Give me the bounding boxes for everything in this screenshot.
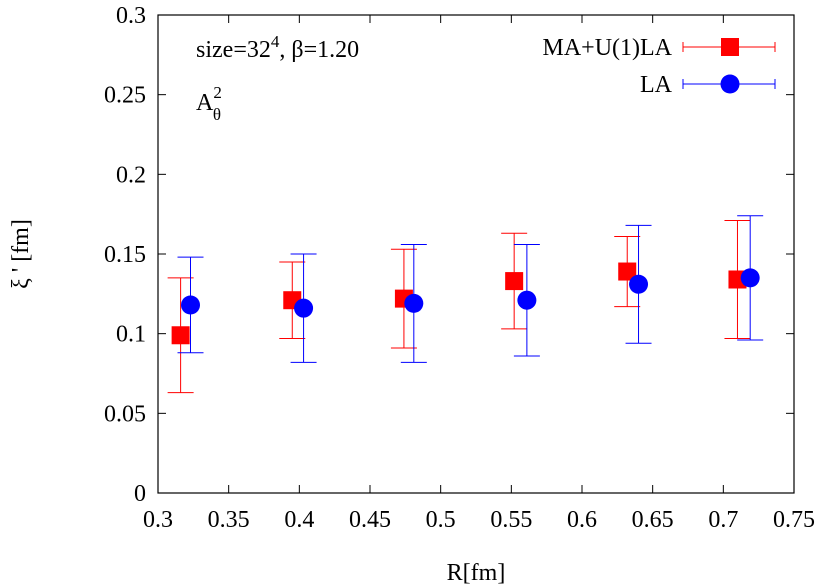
x-tick-label: 0.55: [490, 507, 532, 533]
data-point: [517, 290, 537, 310]
legend-label: MA+U(1)LA: [542, 35, 672, 61]
annotation: size=324, β=1.20 A2 θ: [196, 32, 359, 124]
quantity-subscript: θ: [213, 105, 221, 124]
x-tick-label: 0.3: [143, 507, 173, 533]
size-prefix: size=32: [196, 37, 271, 63]
size-annotation: size=324, β=1.20: [196, 32, 359, 63]
y-axis-label: ξ ' [fm]: [8, 219, 34, 289]
legend: MA+U(1)LA LA: [542, 35, 776, 98]
x-axis-label: R[fm]: [447, 560, 506, 586]
data-point: [404, 293, 424, 313]
x-tick-label: 0.7: [708, 507, 738, 533]
size-exponent: 4: [271, 32, 280, 51]
legend-marker: [720, 74, 740, 94]
x-tick-label: 0.5: [426, 507, 456, 533]
y-tick-label: 0.3: [116, 3, 146, 29]
data-point: [294, 298, 314, 318]
y-tick-label: 0.15: [104, 242, 146, 268]
y-tick-label: 0.2: [116, 162, 146, 188]
data-point: [740, 268, 760, 288]
y-tick-label: 0: [134, 481, 146, 507]
x-tick-label: 0.45: [349, 507, 391, 533]
legend-label: LA: [640, 72, 673, 98]
series-ma-u-1-la: [167, 220, 751, 394]
x-tick-label: 0.75: [773, 507, 815, 533]
x-axis: 0.3 0.35 0.4 0.45 0.5 0.55 0.6 0.65 0.7 0.75: [143, 15, 815, 533]
quantity-superscript: 2: [213, 83, 222, 102]
y-tick-label: 0.25: [104, 83, 146, 109]
plot-frame: [157, 14, 795, 494]
y-tick-label: 0.1: [116, 322, 146, 348]
quantity-annotation: A2 θ: [196, 83, 222, 124]
series-layer: [167, 215, 764, 394]
quantity-symbol: A: [196, 90, 214, 116]
data-point: [171, 326, 190, 345]
beta-text: , β=1.20: [279, 37, 359, 63]
x-tick-label: 0.65: [632, 507, 674, 533]
x-tick-label: 0.6: [567, 507, 597, 533]
series-la: [177, 215, 764, 363]
y-tick-label: 0.05: [104, 401, 146, 427]
x-tick-label: 0.35: [208, 507, 250, 533]
legend-marker: [721, 38, 739, 56]
data-point: [505, 272, 524, 291]
x-tick-label: 0.4: [284, 507, 314, 533]
y-axis: 0 0.05 0.1 0.15 0.2 0.25 0.3: [104, 3, 794, 507]
data-point: [618, 262, 637, 281]
data-point: [181, 295, 201, 315]
data-point: [629, 274, 649, 294]
